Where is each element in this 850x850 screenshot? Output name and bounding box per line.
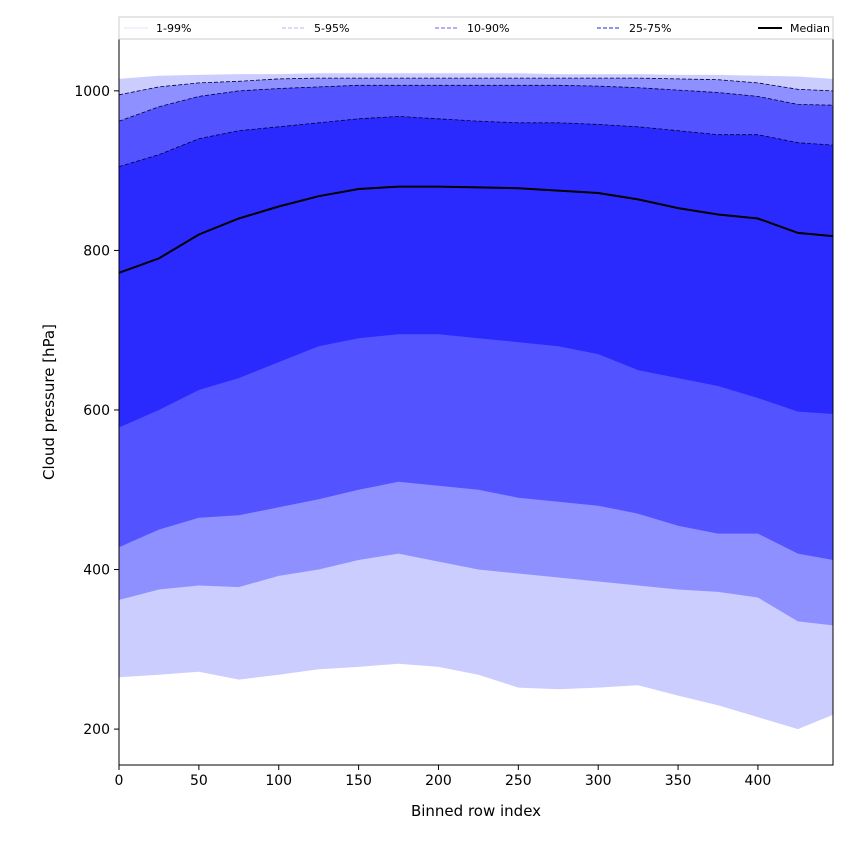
y-axis: 200 400 600 800 1000 [74,84,119,738]
median-layer [118,185,834,274]
band-25-75 [119,116,833,428]
bands-layer [118,73,834,730]
band-edge-10-90 [118,84,834,122]
y-tick-label: 1000 [74,84,110,100]
x-tick-label: 350 [665,773,692,789]
legend-label: 25-75% [629,22,671,35]
x-axis: 0 50 100 150 200 250 300 350 400 [115,765,772,789]
legend: 1-99% 5-95% 10-90% 25-75% Median [118,16,834,40]
legend-box [118,16,834,40]
band-edge-5-95 [118,77,834,96]
x-tick-label: 200 [425,773,452,789]
legend-label: Median [790,22,830,35]
x-tick-label: 250 [505,773,532,789]
legend-label: 10-90% [467,22,509,35]
x-tick-label: 400 [745,773,772,789]
y-tick-label: 200 [83,722,110,738]
x-axis-label: Binned row index [411,802,541,820]
x-tick-label: 150 [345,773,372,789]
y-axis-label: Cloud pressure [hPa] [40,324,58,480]
y-tick-label: 800 [83,243,110,259]
median-line [118,185,834,274]
x-tick-label: 50 [190,773,208,789]
legend-items: 1-99% 5-95% 10-90% 25-75% Median [124,22,830,35]
x-tick-label: 0 [115,773,124,789]
y-tick-label: 600 [83,403,110,419]
y-tick-label: 400 [83,563,110,579]
legend-label: 1-99% [156,22,191,35]
legend-label: 5-95% [314,22,349,35]
x-tick-label: 100 [265,773,292,789]
x-tick-label: 300 [585,773,612,789]
